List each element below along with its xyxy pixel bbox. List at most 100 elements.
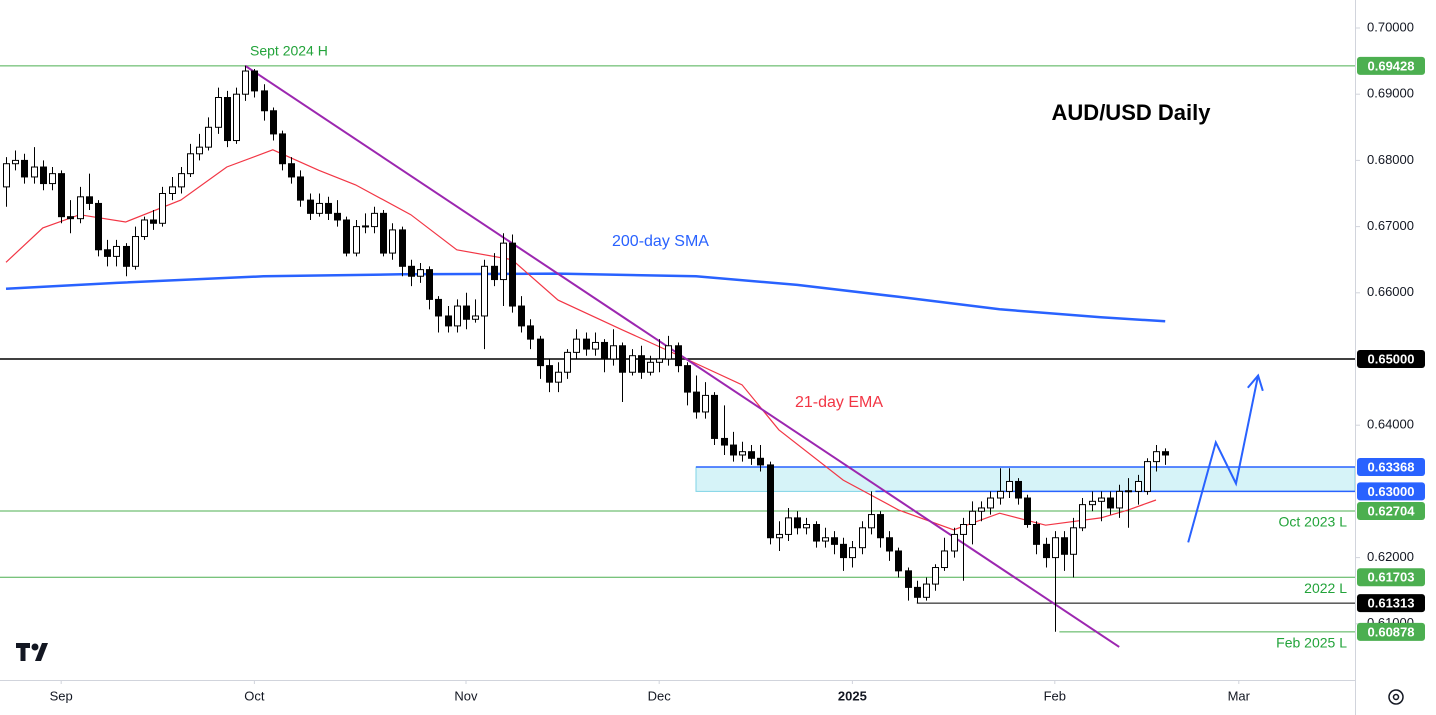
x-tick-label: Oct	[244, 688, 265, 703]
candle-body	[141, 219, 148, 238]
candle-body	[205, 126, 212, 148]
indicator-label: 200-day SMA	[612, 233, 709, 250]
candle-body	[233, 93, 240, 142]
candle-body	[647, 361, 654, 373]
candle-body	[757, 457, 764, 466]
candle-body	[794, 517, 801, 529]
x-tick-label: 2025	[838, 688, 867, 703]
candle-body	[1015, 480, 1022, 499]
candle-body	[573, 338, 580, 353]
candle-body	[1079, 504, 1086, 529]
candle-body	[509, 242, 516, 307]
candle-body	[1098, 497, 1105, 502]
candle-body	[822, 537, 829, 542]
candle-body	[987, 497, 994, 509]
candle-body	[261, 90, 268, 112]
candle-body	[537, 338, 544, 367]
candle-body	[951, 533, 958, 552]
candle-body	[399, 229, 406, 267]
chart-title: AUD/USD Daily	[1052, 100, 1212, 125]
candle-body	[583, 338, 590, 350]
candle-body	[739, 451, 746, 456]
level-note: Sept 2024 H	[250, 43, 328, 59]
level-label: 0.61703	[1368, 570, 1415, 585]
candle-body	[923, 583, 930, 598]
candle-body	[67, 216, 74, 220]
candle-body	[1052, 537, 1059, 559]
candle-body	[389, 229, 396, 254]
candle-body	[334, 212, 341, 221]
candle-body	[665, 345, 672, 360]
candle-body	[675, 345, 682, 367]
candle-body	[518, 305, 525, 327]
candle-body	[242, 70, 249, 95]
candle-body	[1024, 497, 1031, 525]
candle-body	[693, 391, 700, 413]
level-badge	[1357, 56, 1425, 75]
candle-body	[555, 371, 562, 383]
candle-body	[629, 355, 636, 373]
level-badge	[1357, 622, 1425, 641]
candle-body	[960, 523, 967, 535]
candle-body	[454, 305, 461, 327]
candle-body	[886, 537, 893, 552]
level-label: 0.63368	[1368, 459, 1415, 474]
level-label: 0.65000	[1368, 351, 1415, 366]
candle-body	[159, 193, 166, 224]
candle-body	[215, 97, 222, 128]
candle-body	[150, 219, 157, 224]
candle-body	[463, 305, 470, 320]
candle-body	[785, 517, 792, 535]
x-tick-label: Sep	[50, 688, 73, 703]
candle-body	[1070, 527, 1077, 555]
level-label: 0.69428	[1368, 58, 1415, 73]
candle-body	[21, 159, 28, 178]
candle-body	[417, 269, 424, 277]
candle-body	[1162, 451, 1169, 456]
forecast-arrow	[1187, 375, 1260, 543]
candle-body	[178, 173, 185, 188]
candle-body	[224, 97, 231, 142]
candle-body	[251, 70, 258, 92]
candle-body	[1089, 500, 1096, 506]
candle-body	[601, 341, 608, 360]
candle-body	[610, 345, 617, 360]
candle-body	[297, 176, 304, 201]
candle-body	[702, 394, 709, 413]
trendline	[244, 64, 1120, 648]
candle-body	[362, 225, 369, 228]
x-tick-label: Dec	[648, 688, 672, 703]
candle-body	[684, 365, 691, 393]
candle-body	[914, 586, 921, 598]
candle-body	[877, 514, 884, 539]
candle-body	[849, 547, 856, 559]
candle-body	[77, 196, 84, 220]
level-label: 0.60878	[1368, 624, 1415, 639]
level-note: Oct 2023 L	[1279, 514, 1348, 530]
candle-body	[859, 527, 866, 549]
candle-body	[527, 325, 534, 340]
candle-body	[95, 202, 102, 251]
candle-body	[776, 533, 783, 539]
candle-body	[1135, 480, 1142, 492]
candle-body	[932, 567, 939, 585]
candle-body	[592, 341, 599, 350]
candle-body	[730, 444, 737, 456]
settings-icon[interactable]	[1388, 689, 1404, 705]
candle-body	[1043, 543, 1050, 559]
candle-body	[840, 543, 847, 559]
candle-body	[564, 351, 571, 373]
candle-body	[1125, 490, 1132, 493]
candle-body	[481, 265, 488, 317]
candle-body	[325, 202, 332, 214]
arrow-head	[1247, 373, 1264, 392]
level-note: Feb 2025 L	[1276, 635, 1347, 651]
candle-body	[941, 550, 948, 569]
candle-body	[997, 490, 1004, 499]
level-badge	[1357, 501, 1425, 520]
candle-body	[307, 199, 314, 214]
candle-body	[279, 133, 286, 165]
candle-body	[49, 173, 56, 185]
candle-body	[1107, 497, 1114, 509]
